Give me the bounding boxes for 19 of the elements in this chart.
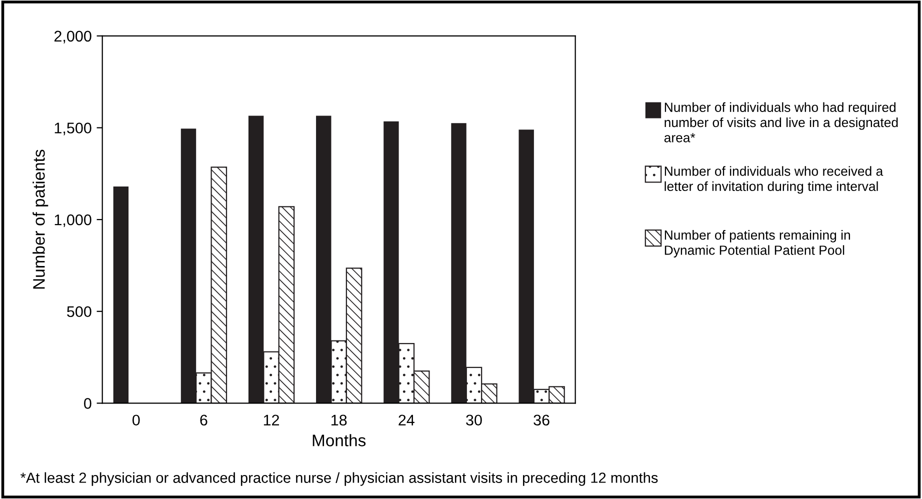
x-tick-label: 18 [332,414,347,426]
y-tick-label: 1,500 [54,122,92,136]
x-tick-label: 36 [534,414,550,426]
bar [113,186,129,404]
x-tick-label: 12 [264,414,279,426]
y-tick-label: 0 [84,398,92,409]
x-tick-label: 24 [398,414,414,426]
x-tick-label: 0 [132,414,140,426]
x-tick-label: 30 [466,414,482,426]
text: *At least 2 physician or advanced practice nurse / physician assistant visits in preceding 12 months [20,472,658,486]
y-axis-title: Number of patients [32,150,48,289]
y-tick-label: 1,000 [54,214,92,228]
x-tick-label: 6 [200,414,208,426]
legend-label: Number of individuals who received a letter of invitation during time interval [664,166,884,194]
y-tick-label: 2,000 [54,30,92,44]
y-tick-label: 500 [67,306,92,318]
legend-label: Number of individuals who had required number of visits and live in a designated area* [664,102,898,142]
legend-label: Number of patients remaining in Dynamic Potential Patient Pool [664,230,850,258]
x-axis-title: Months [312,434,366,446]
